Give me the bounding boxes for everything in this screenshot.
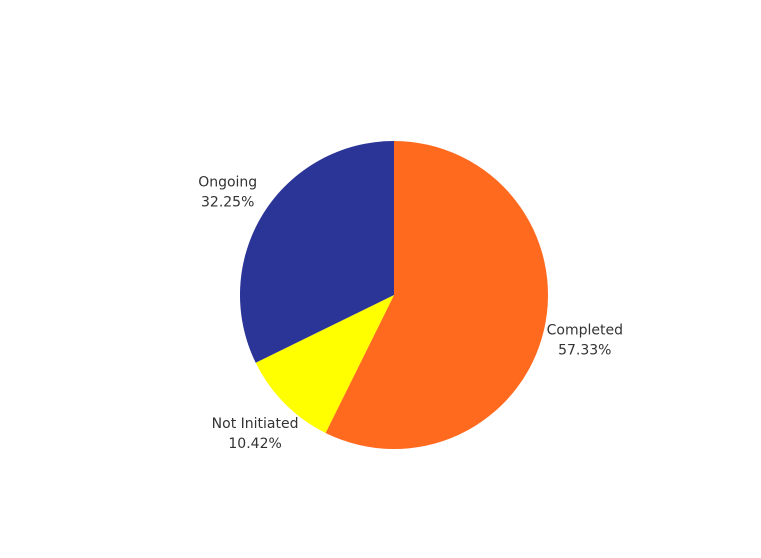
pie-slice-ongoing[interactable] [239,141,394,363]
pie-labels: Completed 57.33% Not Initiated 10.42% Ongoin… [198,174,623,452]
slice-percent-not-initiated: 10.42% [228,436,281,452]
slice-label-ongoing: Ongoing [198,174,257,190]
slice-label-not-initiated: Not Initiated [212,416,299,432]
slice-percent-ongoing: 32.25% [201,194,254,210]
pie-slices [239,141,549,449]
pie-slice-not-initiated[interactable] [255,295,394,433]
slice-percent-completed: 57.33% [558,343,611,359]
pie-slice-completed[interactable] [325,141,549,449]
slice-label-completed: Completed [547,323,623,339]
